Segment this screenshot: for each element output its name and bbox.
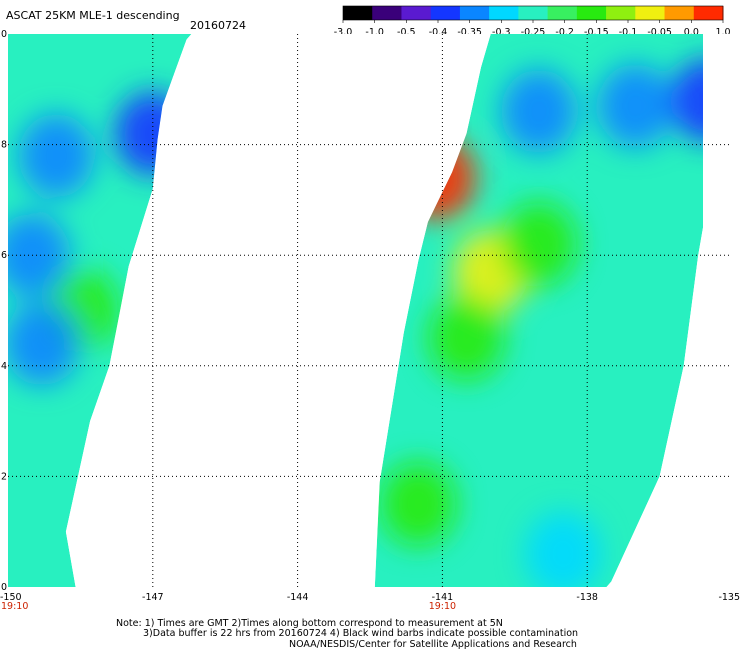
y-tick-label: 0 xyxy=(1,582,7,593)
colorbar-tick-label: 1.0 xyxy=(715,27,730,38)
chart-date: 20160724 xyxy=(190,19,246,32)
swath-region xyxy=(8,301,80,386)
colorbar-tick-label: -0.05 xyxy=(647,27,672,38)
colorbar-swatch xyxy=(693,6,724,20)
swath-region xyxy=(380,462,457,547)
colorbar-swatch xyxy=(576,6,607,20)
colorbar-swatch xyxy=(635,6,666,20)
colorbar-swatch xyxy=(606,6,636,20)
colorbar-tick-label: -3.0 xyxy=(334,27,353,38)
y-tick-label: 10 xyxy=(0,29,7,40)
colorbar-tick-label: -0.4 xyxy=(429,27,448,38)
note-line-2: 3)Data buffer is 22 hrs from 20160724 4)… xyxy=(143,628,578,639)
colorbar-swatch xyxy=(343,6,373,20)
colorbar-tick-label: -0.1 xyxy=(619,27,638,38)
pass-time-labels: 19:10 19:10 xyxy=(1,601,456,612)
swath-region xyxy=(500,69,577,154)
colorbar-tick-label: 0.0 xyxy=(684,27,699,38)
swath-region xyxy=(428,296,505,381)
swath-value-regions xyxy=(380,58,703,587)
colorbar: -3.0 -1.0 -0.5 -0.4 -0.35 -0.3 -0.25 -0.2 -0.15-… xyxy=(334,5,731,38)
colorbar-tick-label: -1.0 xyxy=(365,27,384,38)
x-tick-labels: -150 -147 -144 -141 -138 -135 xyxy=(0,592,740,603)
grid-lines xyxy=(8,34,732,587)
colorbar-swatch xyxy=(664,6,695,20)
swath-region xyxy=(500,202,577,287)
y-tick-labels: 0 2 4 6 8 10 xyxy=(0,29,7,593)
x-tick-label: -135 xyxy=(718,592,740,603)
pass-time-label: 19:10 xyxy=(1,601,28,612)
note-line-1: Note: 1) Times are GMT 2)Times along bot… xyxy=(116,618,503,629)
y-tick-label: 8 xyxy=(1,140,7,151)
chart-title: ASCAT 25KM MLE-1 descending xyxy=(6,9,180,22)
colorbar-tick-label: -0.2 xyxy=(555,27,574,38)
colorbar-swatch xyxy=(459,6,490,20)
colorbar-tick-label: -0.35 xyxy=(457,27,482,38)
y-tick-label: 6 xyxy=(1,250,7,261)
swath-region xyxy=(669,58,703,143)
swath-region xyxy=(597,63,674,148)
y-tick-label: 4 xyxy=(1,361,7,372)
colorbar-tick-label: -0.15 xyxy=(584,27,609,38)
pass-time-label: 19:10 xyxy=(429,601,456,612)
x-tick-label: -144 xyxy=(287,592,309,603)
note-line-3: NOAA/NESDIS/Center for Satellite Applica… xyxy=(289,639,577,650)
swath-region xyxy=(18,113,95,198)
swath-2 xyxy=(374,34,703,587)
x-tick-label: -141 xyxy=(432,592,454,603)
colorbar-swatch xyxy=(401,6,432,20)
x-tick-label: -147 xyxy=(142,592,164,603)
colorbar-swatch xyxy=(372,6,402,20)
y-tick-label: 2 xyxy=(1,471,7,482)
colorbar-swatch xyxy=(430,6,461,20)
plot-area: -150-147-144-141-138-135 0246810 19:1019… xyxy=(0,29,740,612)
x-tick-label: -150 xyxy=(0,592,22,603)
colorbar-tick-label: -0.3 xyxy=(492,27,511,38)
swath-region xyxy=(525,511,602,587)
colorbar-swatch xyxy=(547,6,578,20)
colorbar-tick-label: -0.25 xyxy=(521,27,546,38)
swath-layer xyxy=(8,34,703,587)
colorbar-tick-label: -0.5 xyxy=(397,27,416,38)
colorbar-swatch xyxy=(518,6,549,20)
colorbar-swatch xyxy=(489,6,519,20)
x-tick-label: -138 xyxy=(576,592,598,603)
